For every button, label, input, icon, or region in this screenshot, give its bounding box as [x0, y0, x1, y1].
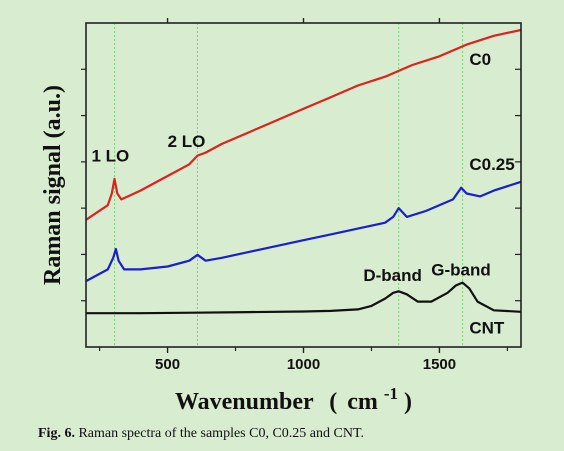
annotation-1-lo: 1 LO: [91, 146, 129, 165]
x-axis-label: Wavenumber ( cm -1 ): [175, 379, 412, 415]
series-line-c025: [85, 180, 522, 283]
annotation-2-lo: 2 LO: [168, 132, 206, 151]
series-line-c0: [85, 28, 522, 221]
annotation-d-band: D-band: [363, 266, 422, 285]
figure-caption-label: Fig. 6.: [38, 426, 75, 441]
figure-caption-text: Raman spectra of the samples C0, C0.25 a…: [74, 426, 364, 441]
x-tick-label: 500: [155, 356, 180, 373]
x-axis-unit-base: cm: [347, 389, 378, 415]
annotation-cnt: CNT: [469, 319, 505, 338]
annotation-c0-25: C0.25: [469, 155, 514, 174]
x-axis-unit-open: (: [329, 389, 337, 415]
x-axis-unit-exp: -1: [384, 384, 398, 403]
x-tick-label: 1000: [287, 356, 320, 373]
x-axis-label-name: Wavenumber: [175, 389, 314, 415]
annotation-g-band: G-band: [431, 260, 491, 279]
figure-caption: Fig. 6. Raman spectra of the samples C0,…: [38, 426, 364, 442]
y-axis-label: Raman signal (a.u.): [40, 85, 66, 285]
annotation-c0: C0: [469, 50, 491, 69]
x-axis-unit-close: ): [404, 389, 412, 415]
x-tick-label: 1500: [423, 356, 456, 373]
series-line-cnt: [86, 281, 522, 315]
